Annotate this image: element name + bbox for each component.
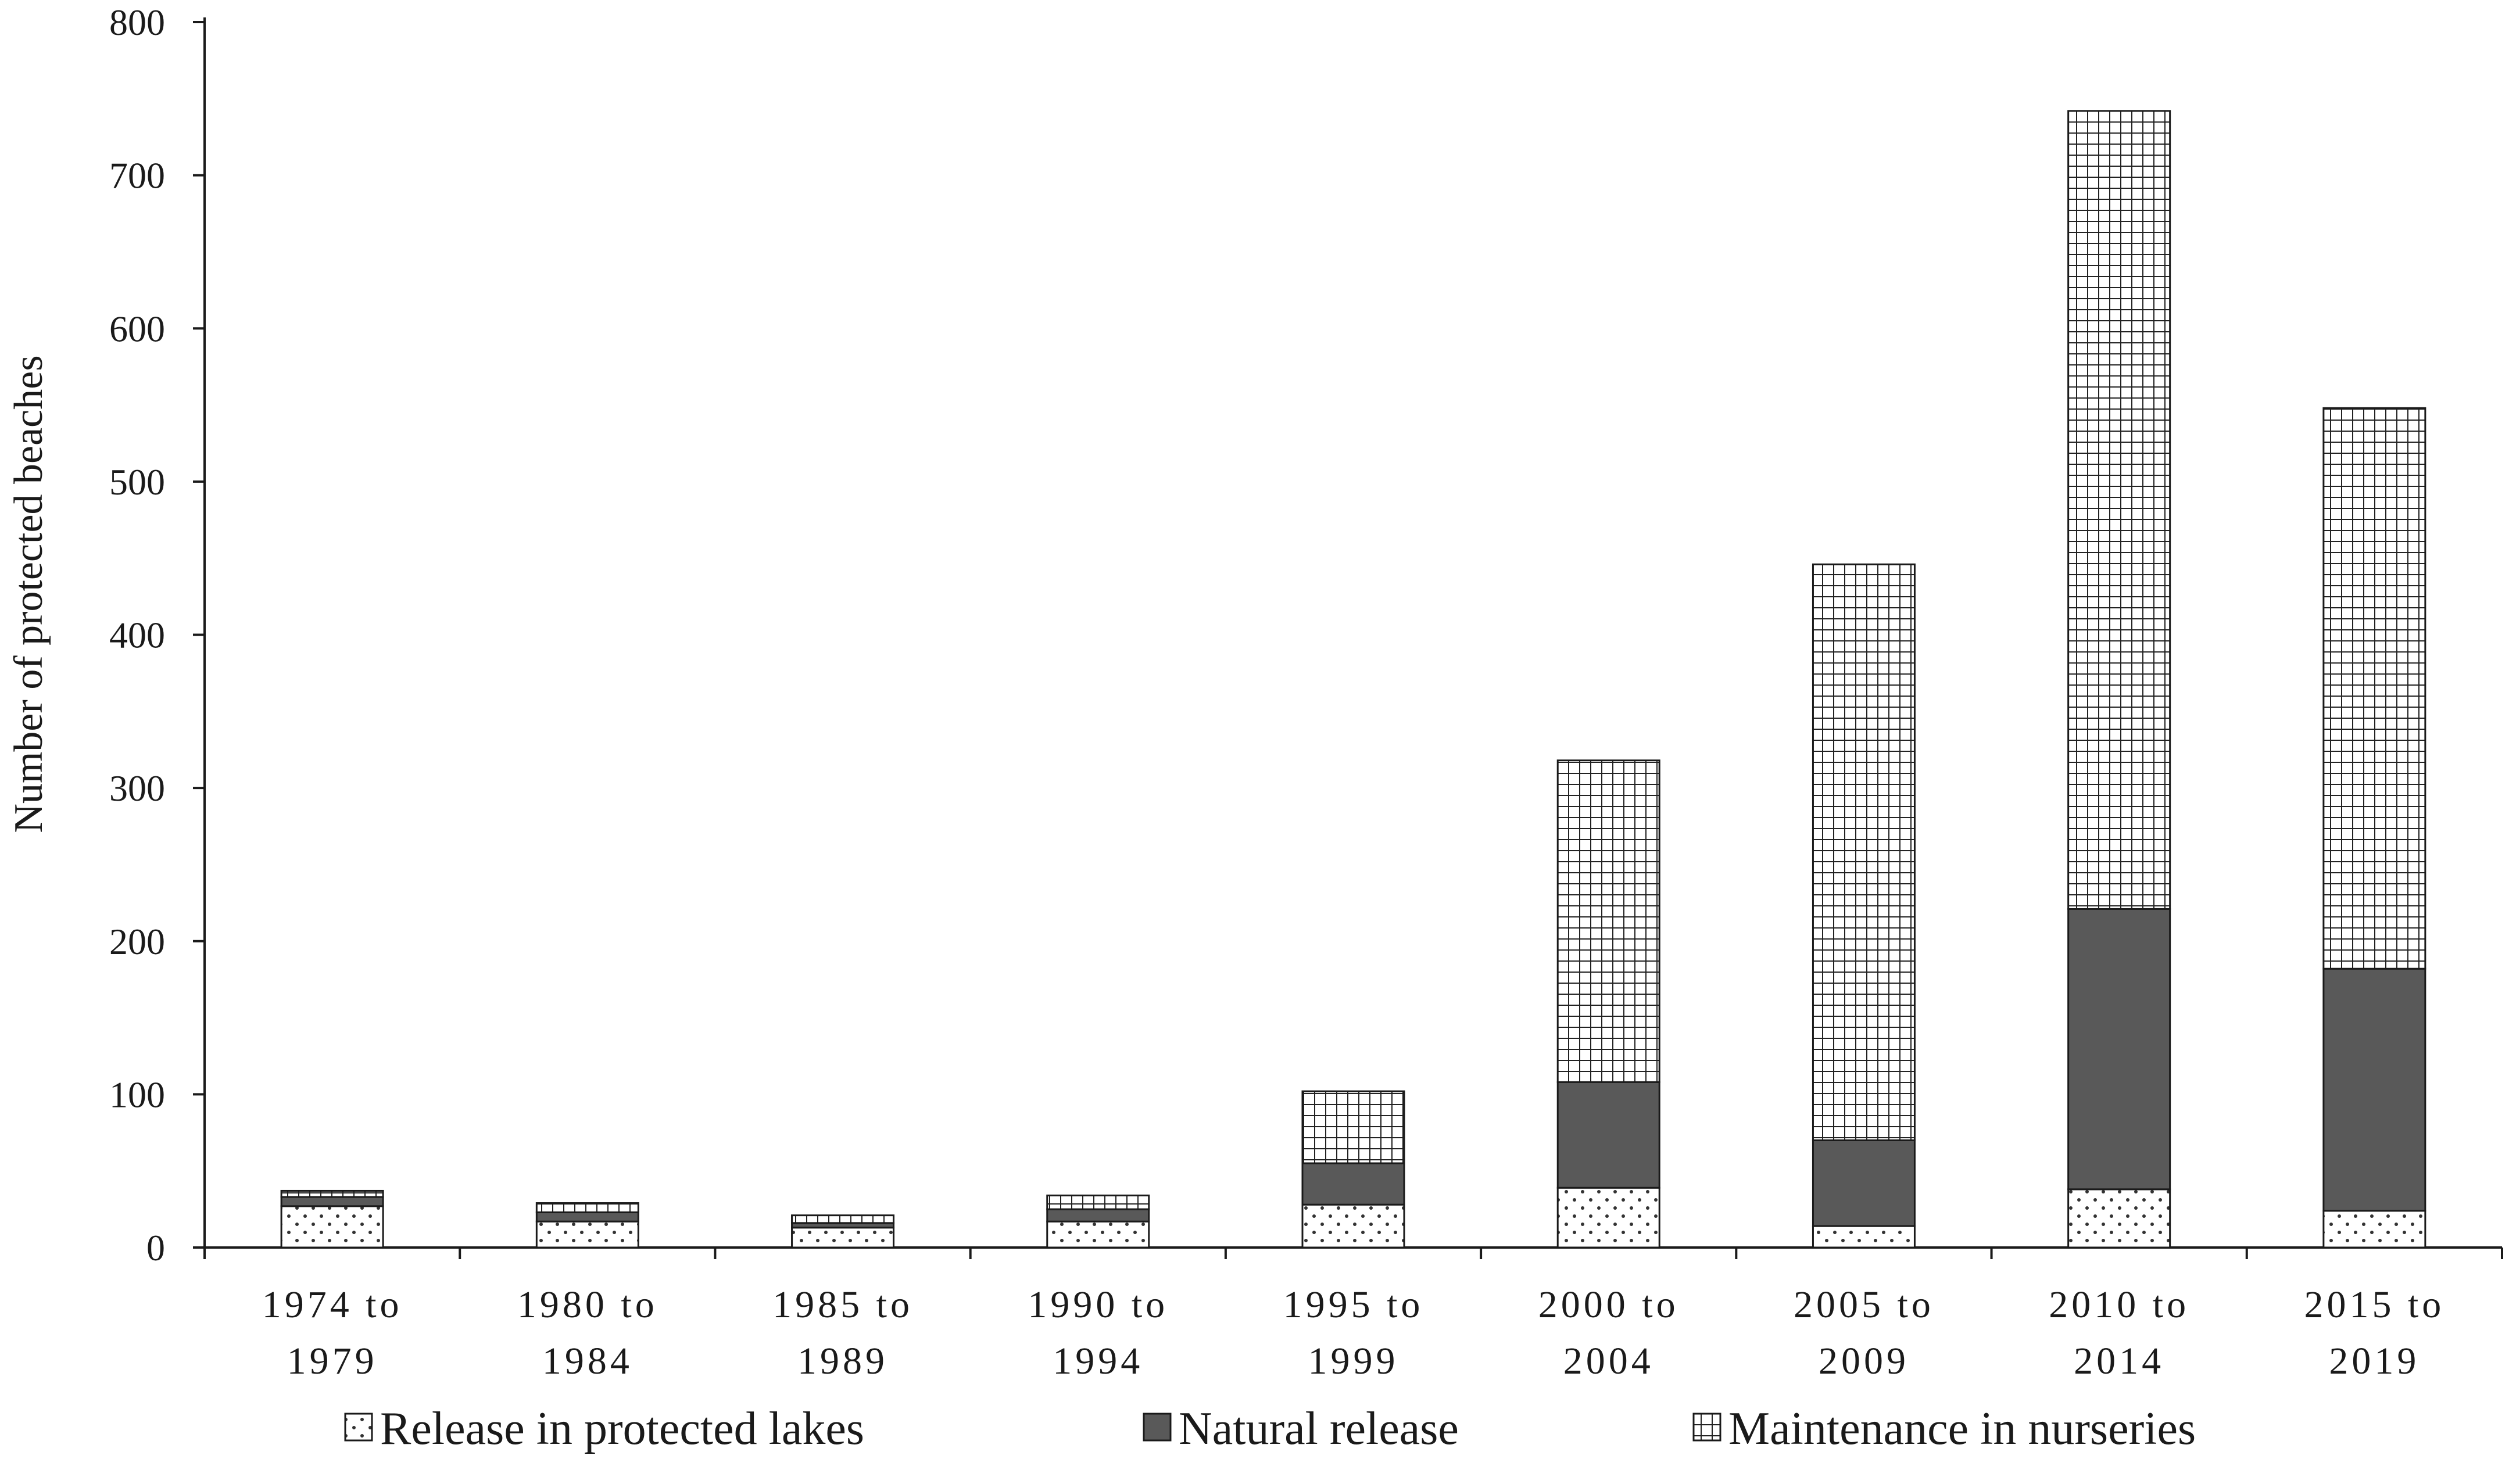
y-axis-title: Number of protected beaches xyxy=(6,355,51,833)
bar-segment-series-1 xyxy=(2067,1188,2171,1249)
bar-segment-series-1 xyxy=(2322,1210,2426,1249)
bar-segment-series-2 xyxy=(280,1196,384,1207)
bar-segment-series-3 xyxy=(2322,407,2426,970)
x-tick-label: 1979 xyxy=(287,1340,378,1382)
x-tick-label: 2010 to xyxy=(2049,1284,2189,1326)
x-tick-label: 1980 to xyxy=(517,1284,658,1326)
y-tick-label: 200 xyxy=(109,921,165,962)
x-tick-label: 1995 to xyxy=(1283,1284,1424,1326)
legend-item-series-2: Natural release xyxy=(1143,1403,1459,1454)
bar-segment-series-3 xyxy=(2067,110,2171,910)
y-tick-label: 600 xyxy=(109,308,165,349)
legend-swatch xyxy=(1143,1413,1172,1442)
bar-segment-series-2 xyxy=(1301,1162,1405,1206)
y-tick-label: 100 xyxy=(109,1074,165,1115)
legend-swatch xyxy=(344,1413,373,1442)
y-tick-label: 400 xyxy=(109,615,165,656)
legend-label: Maintenance in nurseries xyxy=(1728,1403,2196,1454)
bar-segment-series-1 xyxy=(1301,1203,1405,1249)
x-tick-label: 1999 xyxy=(1308,1340,1399,1382)
x-tick-label: 1985 to xyxy=(772,1284,913,1326)
bar-segment-series-3 xyxy=(280,1189,384,1198)
bar-segment-series-3 xyxy=(1046,1194,1150,1210)
bar-segment-series-1 xyxy=(280,1205,384,1249)
x-tick-label: 1989 xyxy=(797,1340,888,1382)
legend-label: Natural release xyxy=(1179,1403,1459,1454)
x-tick-label: 2005 to xyxy=(1794,1284,1934,1326)
bar-segment-series-3 xyxy=(791,1214,895,1224)
y-tick-label: 800 xyxy=(109,2,165,43)
legend-item-series-1: Release in protected lakes xyxy=(344,1403,864,1454)
bar-segment-series-2 xyxy=(535,1211,639,1223)
x-tick-label: 2004 xyxy=(1563,1340,1654,1382)
x-tick-label: 2000 to xyxy=(1538,1284,1679,1326)
bar-segment-series-2 xyxy=(1556,1081,1660,1189)
bar-segment-series-2 xyxy=(2067,908,2171,1191)
bar-segment-series-1 xyxy=(1812,1225,1916,1249)
x-tick-label: 2015 to xyxy=(2304,1284,2444,1326)
legend-label: Release in protected lakes xyxy=(380,1403,864,1454)
x-tick-label: 1994 xyxy=(1053,1340,1143,1382)
bar-segment-series-2 xyxy=(1046,1208,1150,1223)
bar-segment-series-3 xyxy=(535,1202,639,1213)
y-tick-label: 500 xyxy=(109,461,165,503)
bar-segment-series-3 xyxy=(1556,759,1660,1083)
x-tick-label: 2019 xyxy=(2329,1340,2419,1382)
x-tick-label: 1974 to xyxy=(262,1284,403,1326)
bar-segment-series-2 xyxy=(1812,1139,1916,1227)
bar-segment-series-1 xyxy=(791,1227,895,1249)
bar-segment-series-1 xyxy=(1556,1187,1660,1249)
bar-segment-series-1 xyxy=(1046,1220,1150,1249)
bar-segment-series-3 xyxy=(1812,563,1916,1141)
legend-swatch xyxy=(1692,1413,1721,1442)
y-tick-label: 300 xyxy=(109,768,165,809)
x-tick-label: 2009 xyxy=(1819,1340,1909,1382)
x-tick-label: 1990 to xyxy=(1028,1284,1168,1326)
y-tick-label: 0 xyxy=(146,1227,165,1268)
legend-item-series-3: Maintenance in nurseries xyxy=(1692,1403,2196,1454)
bar-segment-series-2 xyxy=(2322,967,2426,1212)
bar-segment-series-1 xyxy=(535,1220,639,1249)
x-tick-label: 2014 xyxy=(2074,1340,2164,1382)
bar-segment-series-3 xyxy=(1301,1090,1405,1164)
x-tick-label: 1984 xyxy=(542,1340,633,1382)
y-tick-label: 700 xyxy=(109,155,165,196)
